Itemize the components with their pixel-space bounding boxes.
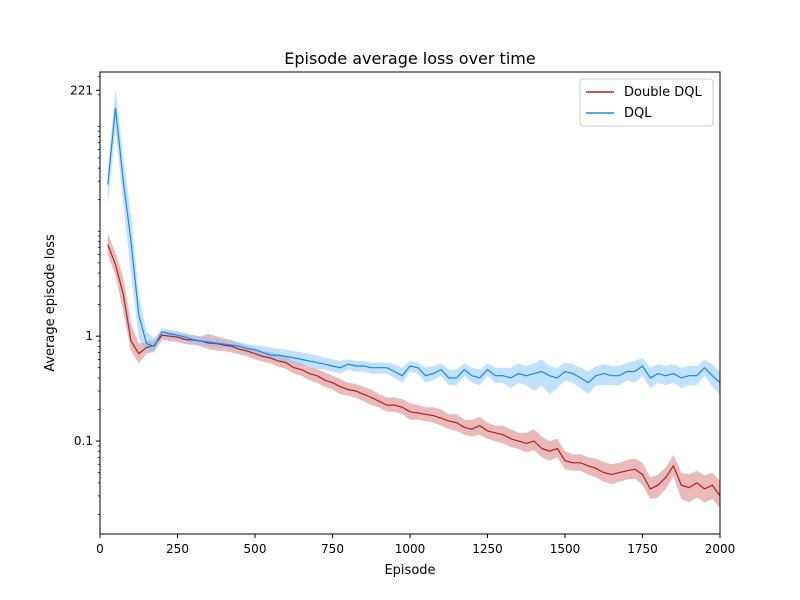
legend-label: Double DQL [624,85,702,100]
y-axis-label: Average episode loss [43,234,58,372]
series-lines [107,107,721,497]
chart-title: Episode average loss over time [284,49,535,68]
y-tick-label: 0.1 [74,434,93,448]
series-line-0 [107,244,721,497]
band-0 [107,233,721,508]
y-tick-label: 221 [70,83,93,97]
x-tick-label: 1000 [395,542,426,556]
series-line-1 [107,107,721,384]
y-tick-label: 1 [85,329,93,343]
legend: Double DQL DQL [579,78,714,127]
y-axis-ticks: 0.1 1 221 [70,75,100,515]
x-tick-label: 250 [166,542,189,556]
x-axis-ticks: 0 250 500 750 1000 1250 1500 1750 2000 [96,534,735,556]
x-tick-label: 500 [244,542,267,556]
legend-label: DQL [624,106,652,121]
confidence-bands [107,88,721,508]
x-tick-label: 0 [96,542,104,556]
x-tick-label: 2000 [705,542,736,556]
legend-box [579,78,714,127]
x-axis-label: Episode [384,563,435,578]
x-tick-label: 1500 [550,542,581,556]
x-tick-label: 750 [321,542,344,556]
band-1 [107,88,721,395]
x-tick-label: 1250 [472,542,503,556]
x-tick-label: 1750 [627,542,658,556]
